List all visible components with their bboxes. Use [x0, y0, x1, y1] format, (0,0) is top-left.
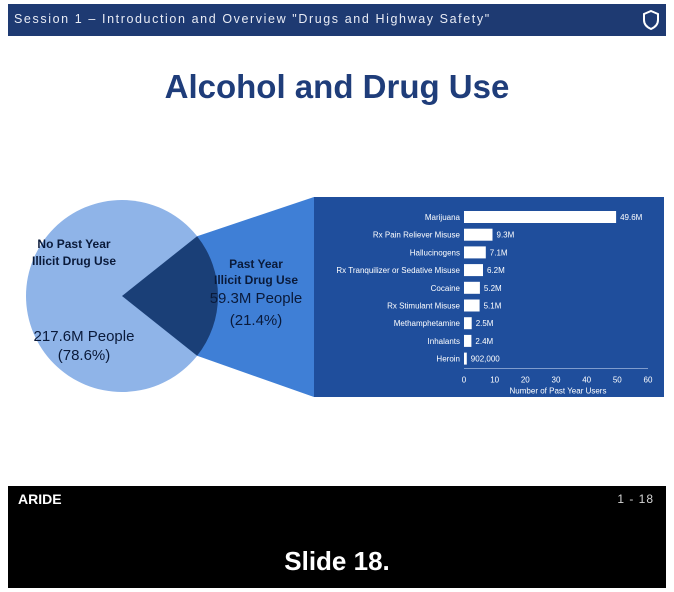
brand-label: ARIDE [18, 491, 62, 507]
header-text: Session 1 – Introduction and Overview "D… [14, 12, 491, 26]
header-bar: Session 1 – Introduction and Overview "D… [8, 4, 666, 36]
use-people: 59.3M People [210, 290, 303, 307]
data-label: 5.2M [484, 284, 502, 293]
category-label: Rx Tranquilizer or Sedative Misuse [336, 266, 460, 275]
x-tick-label: 30 [552, 376, 561, 385]
x-tick-label: 50 [613, 376, 622, 385]
slide: Session 1 – Introduction and Overview "D… [8, 4, 666, 588]
x-tick-label: 20 [521, 376, 530, 385]
data-label: 2.5M [476, 319, 494, 328]
bar [464, 281, 480, 294]
data-label: 7.1M [490, 248, 508, 257]
data-label: 902,000 [471, 355, 500, 364]
bar-series: Marijuana 49.6M Rx Pain Reliever Misuse 9.3… [336, 211, 643, 365]
bar [464, 211, 617, 223]
no-use-people: 217.6M People [34, 328, 135, 345]
data-label: 5.1M [484, 302, 502, 311]
no-use-percent: (78.6%) [58, 347, 111, 364]
footer-bar: ARIDE 1 - 18 Slide 18. [8, 486, 666, 588]
category-label: Inhalants [428, 337, 460, 346]
x-tick-label: 0 [462, 376, 467, 385]
callout-connector [197, 197, 314, 397]
data-label: 9.3M [497, 231, 515, 240]
slide-title: Alcohol and Drug Use [164, 68, 510, 105]
category-label: Cocaine [431, 284, 461, 293]
category-label: Rx Pain Reliever Misuse [373, 231, 461, 240]
data-label: 6.2M [487, 266, 505, 275]
no-use-label-line2: Illicit Drug Use [32, 254, 116, 268]
bar [464, 264, 483, 277]
x-tick-label: 60 [644, 376, 653, 385]
bar [464, 334, 472, 347]
bar [464, 317, 472, 330]
category-label: Heroin [436, 355, 460, 364]
bar-chart: Marijuana 49.6M Rx Pain Reliever Misuse 9.3… [314, 197, 664, 397]
bar [464, 246, 486, 259]
use-percent: (21.4%) [230, 312, 283, 329]
x-tick-label: 10 [490, 376, 499, 385]
category-label: Methamphetamine [394, 319, 461, 328]
page-number: 1 - 18 [617, 492, 654, 506]
use-label-line1: Past Year [229, 257, 283, 271]
bar-chart-panel [314, 197, 664, 397]
bar [464, 352, 467, 365]
data-label: 49.6M [620, 213, 643, 222]
drug-use-chart: No Past Year Illicit Drug Use 217.6M Peo… [26, 197, 664, 397]
no-use-label-line1: No Past Year [37, 237, 110, 251]
x-tick-label: 40 [582, 376, 591, 385]
x-axis-ticks: 0 10 20 30 40 50 60 [462, 376, 653, 385]
slide-caption: Slide 18. [284, 546, 390, 576]
category-label: Hallucinogens [410, 248, 460, 257]
pie-chart: No Past Year Illicit Drug Use 217.6M Peo… [26, 197, 314, 397]
category-label: Marijuana [425, 213, 461, 222]
bar [464, 299, 480, 312]
category-label: Rx Stimulant Misuse [387, 302, 460, 311]
x-axis-label: Number of Past Year Users [510, 387, 607, 396]
bar [464, 228, 493, 241]
use-label-line2: Illicit Drug Use [214, 273, 298, 287]
data-label: 2.4M [475, 337, 493, 346]
pie-slice-use [122, 236, 219, 356]
shield-icon [643, 10, 659, 30]
